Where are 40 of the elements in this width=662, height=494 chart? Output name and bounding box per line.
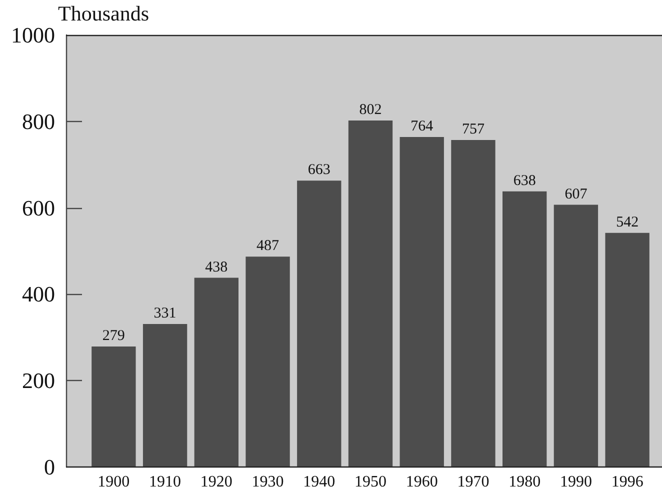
bar (451, 140, 496, 467)
y-axis-title: Thousands (58, 2, 149, 26)
x-tick-label: 1990 (560, 474, 592, 490)
bar (246, 256, 290, 467)
data-label: 757 (462, 121, 485, 138)
bar (297, 180, 342, 467)
bar (92, 346, 136, 467)
x-tick-label: 1980 (508, 474, 541, 490)
y-tick-label: 600 (22, 195, 55, 220)
bar (605, 232, 650, 467)
bar (194, 278, 238, 467)
x-tick-label: 1940 (303, 474, 336, 490)
data-label: 331 (154, 306, 176, 322)
x-tick-label: 1950 (354, 474, 386, 490)
data-label: 802 (359, 102, 382, 118)
y-tick-label: 400 (22, 282, 55, 307)
y-tick-label: 800 (22, 108, 55, 134)
x-tick-label: 1930 (252, 474, 284, 490)
y-tick-label: 200 (22, 368, 55, 394)
data-label: 438 (205, 259, 228, 276)
data-label: 487 (256, 238, 280, 254)
x-tick-label: 1996 (611, 474, 644, 490)
x-tick-label: 1900 (98, 474, 130, 490)
y-tick-label: 1000 (11, 22, 55, 48)
x-tick-label: 1970 (457, 474, 490, 490)
y-tick-label: 0 (44, 454, 55, 480)
bar (554, 204, 598, 467)
bar (502, 191, 547, 467)
x-tick-label: 1910 (149, 474, 182, 490)
data-label: 764 (410, 118, 434, 134)
bar (348, 120, 393, 467)
data-label: 607 (564, 186, 588, 202)
data-label: 279 (102, 328, 125, 344)
bar (400, 136, 444, 467)
data-label: 638 (513, 172, 536, 189)
bar (142, 324, 188, 467)
x-tick-label: 1920 (200, 474, 232, 490)
data-label: 542 (616, 214, 639, 230)
x-tick-label: 1960 (406, 474, 438, 490)
data-label: 663 (308, 162, 330, 178)
